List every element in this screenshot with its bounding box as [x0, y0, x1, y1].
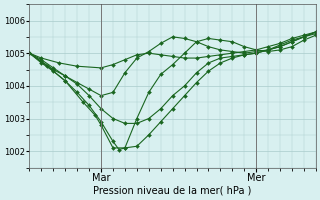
X-axis label: Pression niveau de la mer( hPa ): Pression niveau de la mer( hPa ) [93, 186, 252, 196]
